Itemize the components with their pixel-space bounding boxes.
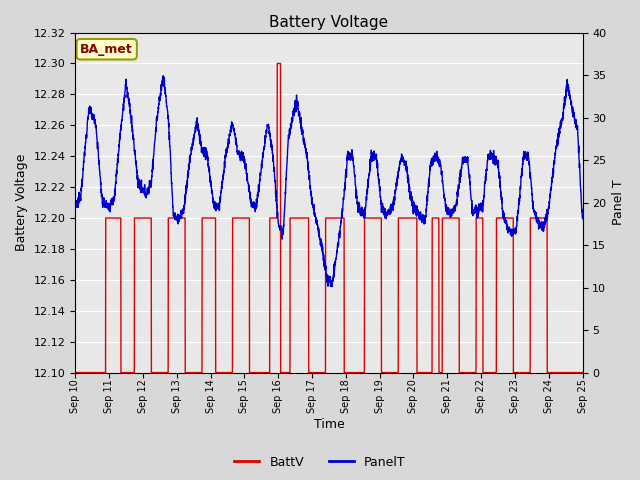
Y-axis label: Battery Voltage: Battery Voltage xyxy=(15,154,28,251)
Legend: BattV, PanelT: BattV, PanelT xyxy=(229,451,411,474)
Text: BA_met: BA_met xyxy=(81,43,133,56)
Y-axis label: Panel T: Panel T xyxy=(612,180,625,226)
Title: Battery Voltage: Battery Voltage xyxy=(269,15,388,30)
X-axis label: Time: Time xyxy=(314,419,344,432)
